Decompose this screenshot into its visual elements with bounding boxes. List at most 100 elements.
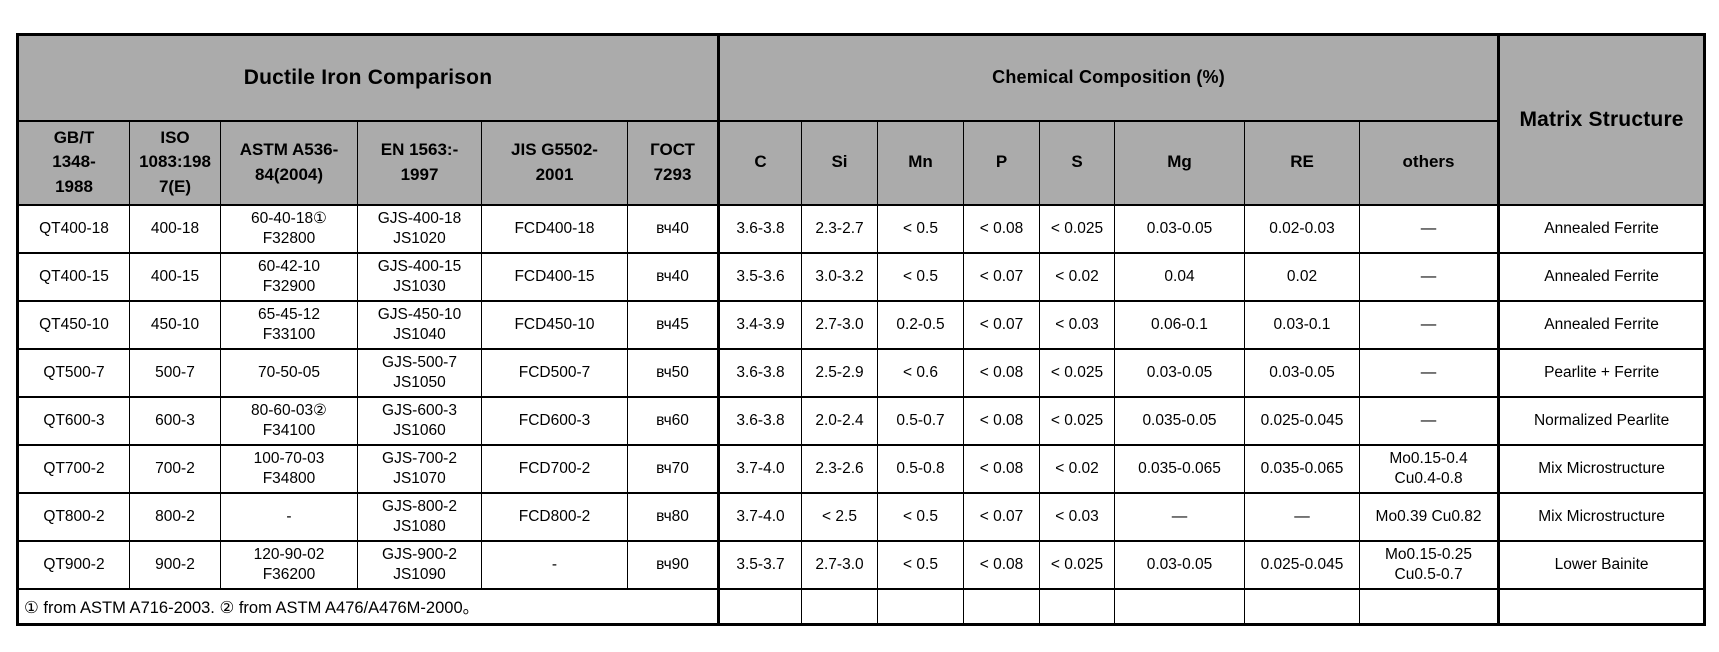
cell-si: 2.5-2.9 bbox=[801, 347, 878, 398]
cell-gost: вч40 bbox=[627, 251, 719, 302]
cell-s: < 0.02 bbox=[1039, 251, 1115, 302]
table-header: Ductile Iron Comparison Chemical Composi… bbox=[17, 33, 1706, 206]
chemical-composition-header: Chemical Composition (%) bbox=[716, 33, 1500, 122]
cell-en: GJS-400-18 JS1020 bbox=[357, 203, 482, 254]
cell-en: GJS-600-3 JS1060 bbox=[357, 395, 482, 446]
cell-si: < 2.5 bbox=[801, 491, 878, 542]
cell-others: Mo0.15-0.4 Cu0.4-0.8 bbox=[1358, 443, 1500, 494]
cell-si: 2.3-2.7 bbox=[801, 203, 878, 254]
cell-gbt: QT900-2 bbox=[17, 539, 130, 590]
cell-astm: 120-90-02 F36200 bbox=[220, 539, 358, 590]
cell-astm: 60-42-10 F32900 bbox=[220, 251, 358, 302]
cell-re: 0.03-0.05 bbox=[1244, 347, 1360, 398]
cell-s: < 0.02 bbox=[1039, 443, 1115, 494]
cell-mg: 0.035-0.065 bbox=[1114, 443, 1245, 494]
ductile-iron-comparison-table: Ductile Iron Comparison Chemical Composi… bbox=[16, 33, 1707, 626]
cell-gbt: QT800-2 bbox=[17, 491, 130, 542]
cell-others: — bbox=[1358, 203, 1500, 254]
cell-gost: вч60 bbox=[627, 395, 719, 446]
table-row: QT900-2 900-2 120-90-02 F36200 GJS-900-2 JS… bbox=[17, 539, 1706, 590]
cell-s: < 0.025 bbox=[1039, 395, 1115, 446]
cell-s: < 0.025 bbox=[1039, 203, 1115, 254]
cell-mn: < 0.5 bbox=[877, 203, 964, 254]
matrix-structure-header: Matrix Structure bbox=[1497, 33, 1706, 206]
cell-s: < 0.025 bbox=[1039, 347, 1115, 398]
cell-others: Mo0.39 Cu0.82 bbox=[1358, 491, 1500, 542]
col-header-gbt: GB/T 1348- 1988 bbox=[17, 119, 130, 206]
cell-matrix: Annealed Ferrite bbox=[1497, 251, 1706, 302]
cell-gbt: QT400-18 bbox=[17, 203, 130, 254]
col-header-jis: JIS G5502- 2001 bbox=[481, 119, 628, 206]
cell-mn: 0.5-0.7 bbox=[877, 395, 964, 446]
cell-gbt: QT400-15 bbox=[17, 251, 130, 302]
cell-s: < 0.03 bbox=[1039, 491, 1115, 542]
table-row: QT700-2 700-2 100-70-03 F34800 GJS-700-2 JS… bbox=[17, 443, 1706, 494]
empty-cell bbox=[717, 587, 802, 626]
col-header-p: P bbox=[963, 119, 1040, 206]
table-title: Ductile Iron Comparison bbox=[17, 33, 719, 122]
col-header-mn: Mn bbox=[877, 119, 964, 206]
table-body: QT400-18 400-18 60-40-18① F32800 GJS-400-18… bbox=[17, 203, 1706, 590]
table-footer: ① from ASTM A716-2003. ② from ASTM A476/… bbox=[17, 587, 1706, 626]
cell-jis: FCD700-2 bbox=[481, 443, 628, 494]
cell-mg: 0.03-0.05 bbox=[1114, 203, 1245, 254]
cell-others: — bbox=[1358, 251, 1500, 302]
cell-p: < 0.07 bbox=[963, 251, 1040, 302]
cell-c: 3.7-4.0 bbox=[717, 443, 802, 494]
cell-s: < 0.03 bbox=[1039, 299, 1115, 350]
cell-p: < 0.08 bbox=[963, 395, 1040, 446]
cell-mg: 0.03-0.05 bbox=[1114, 539, 1245, 590]
cell-astm: 100-70-03 F34800 bbox=[220, 443, 358, 494]
cell-en: GJS-450-10 JS1040 bbox=[357, 299, 482, 350]
col-header-en: EN 1563:- 1997 bbox=[357, 119, 482, 206]
cell-mn: < 0.5 bbox=[877, 251, 964, 302]
table-row: QT800-2 800-2- GJS-800-2 JS1080 FCD800-2 вч8… bbox=[17, 491, 1706, 542]
empty-cell bbox=[877, 587, 964, 626]
table-row: QT400-15 400-15 60-42-10 F32900 GJS-400-15 … bbox=[17, 251, 1706, 302]
cell-c: 3.4-3.9 bbox=[717, 299, 802, 350]
cell-matrix: Annealed Ferrite bbox=[1497, 203, 1706, 254]
cell-c: 3.5-3.7 bbox=[717, 539, 802, 590]
table-row: QT450-10 450-10 65-45-12 F33100 GJS-450-10 … bbox=[17, 299, 1706, 350]
cell-s: < 0.025 bbox=[1039, 539, 1115, 590]
empty-cell bbox=[963, 587, 1040, 626]
col-header-gost: ГОСТ 7293 bbox=[627, 119, 719, 206]
cell-others: — bbox=[1358, 347, 1500, 398]
cell-astm: - bbox=[220, 491, 358, 542]
empty-cell bbox=[1358, 587, 1500, 626]
cell-iso: 700-2 bbox=[129, 443, 221, 494]
cell-en: GJS-500-7 JS1050 bbox=[357, 347, 482, 398]
cell-astm: 65-45-12 F33100 bbox=[220, 299, 358, 350]
col-header-astm: ASTM A536- 84(2004) bbox=[220, 119, 358, 206]
cell-gbt: QT700-2 bbox=[17, 443, 130, 494]
cell-c: 3.6-3.8 bbox=[717, 395, 802, 446]
cell-gost: вч45 bbox=[627, 299, 719, 350]
cell-p: < 0.08 bbox=[963, 539, 1040, 590]
cell-jis: FCD400-15 bbox=[481, 251, 628, 302]
cell-gost: вч80 bbox=[627, 491, 719, 542]
cell-jis: FCD600-3 bbox=[481, 395, 628, 446]
cell-re: 0.035-0.065 bbox=[1244, 443, 1360, 494]
col-header-mg: Mg bbox=[1114, 119, 1245, 206]
col-header-si: Si bbox=[801, 119, 878, 206]
cell-si: 2.7-3.0 bbox=[801, 299, 878, 350]
cell-mg: 0.035-0.05 bbox=[1114, 395, 1245, 446]
cell-iso: 600-3 bbox=[129, 395, 221, 446]
empty-cell bbox=[1039, 587, 1115, 626]
cell-re: 0.02-0.03 bbox=[1244, 203, 1360, 254]
cell-matrix: Annealed Ferrite bbox=[1497, 299, 1706, 350]
cell-gbt: QT500-7 bbox=[17, 347, 130, 398]
cell-jis: FCD500-7 bbox=[481, 347, 628, 398]
cell-si: 2.3-2.6 bbox=[801, 443, 878, 494]
cell-si: 2.0-2.4 bbox=[801, 395, 878, 446]
cell-en: GJS-800-2 JS1080 bbox=[357, 491, 482, 542]
cell-mn: < 0.6 bbox=[877, 347, 964, 398]
cell-en: GJS-400-15 JS1030 bbox=[357, 251, 482, 302]
col-header-s: S bbox=[1039, 119, 1115, 206]
cell-gost: вч70 bbox=[627, 443, 719, 494]
table-row: QT400-18 400-18 60-40-18① F32800 GJS-400-18… bbox=[17, 203, 1706, 254]
cell-gbt: QT450-10 bbox=[17, 299, 130, 350]
cell-jis: FCD450-10 bbox=[481, 299, 628, 350]
cell-matrix: Normalized Pearlite bbox=[1497, 395, 1706, 446]
